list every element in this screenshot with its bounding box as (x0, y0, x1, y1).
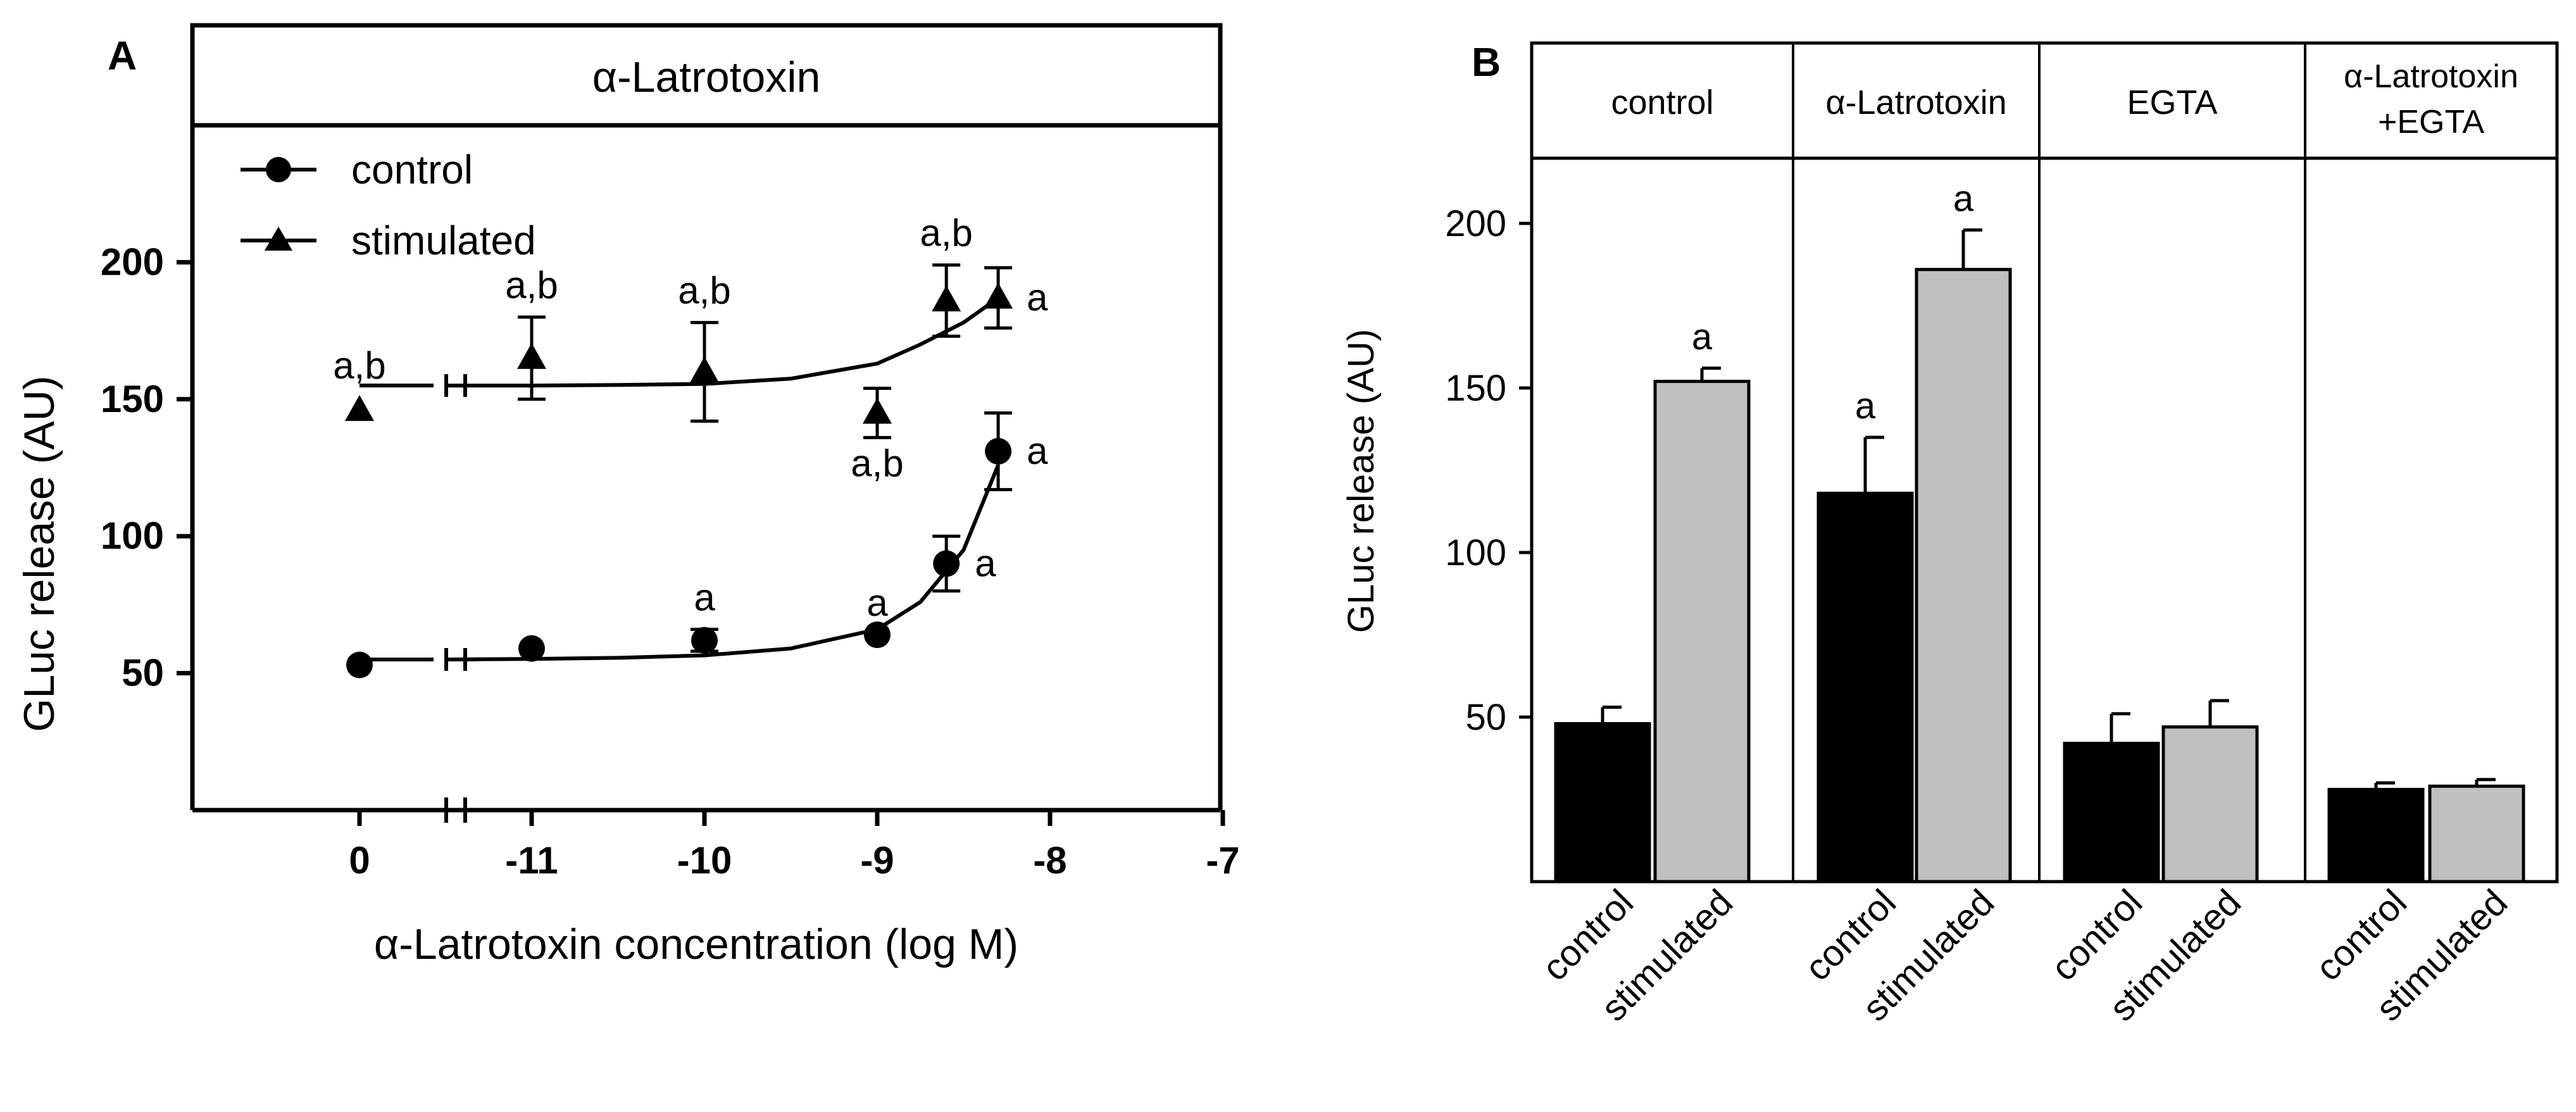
legend-label: control (351, 147, 473, 192)
significance-label: a (1692, 316, 1713, 358)
panel-a-chart: 50 100 150 200 0 -11 -10 -9 -8 -7 control stimulate… (101, 125, 1240, 882)
legend-label: stimulated (351, 218, 536, 263)
panel-b-chart: 50100150200controlcontrolastimulatedα-La… (1445, 43, 2525, 1029)
bar-stimulated (1915, 268, 2012, 884)
group-title-line1: α-Latrotoxin (2344, 58, 2518, 95)
y-tick-label: 150 (1445, 368, 1506, 409)
data-point-stimulated (345, 395, 374, 422)
x-tick-label: -7 (1206, 839, 1239, 882)
significance-label: a (694, 576, 715, 618)
fit-curve-control (445, 464, 1000, 661)
fit-curve-stimulated (445, 296, 999, 388)
bar-control (1816, 491, 1914, 884)
significance-label: a,b (333, 344, 385, 387)
x-tick-label: -10 (677, 839, 732, 882)
group-title-line2: +EGTA (2378, 104, 2484, 141)
x-tick-label: -9 (860, 839, 894, 882)
data-point-stimulated (863, 397, 892, 424)
bar-control (2063, 742, 2160, 884)
data-point-control (346, 651, 373, 678)
panel-a-xlabel: α-Latrotoxin concentration (log M) (374, 920, 1018, 968)
data-point-stimulated (517, 342, 546, 369)
x-tick-label: 0 (349, 839, 370, 882)
panel-a-label: A (108, 33, 137, 78)
significance-label: a (1027, 277, 1048, 319)
y-tick-label: 50 (1465, 697, 1506, 738)
significance-label: a (1027, 430, 1048, 472)
group-title: EGTA (2127, 84, 2217, 122)
panel-b-label: B (1472, 39, 1501, 85)
group-title: control (1611, 84, 1713, 122)
bar-control (2327, 787, 2425, 884)
panel-a-ylabel: GLuc release (AU) (15, 375, 63, 732)
significance-label: a (1953, 178, 1974, 219)
bar-stimulated (2428, 784, 2525, 884)
y-tick-label: 150 (101, 378, 164, 420)
group-title: α-Latrotoxin (1825, 84, 2006, 122)
y-tick-label: 100 (1445, 532, 1506, 573)
data-point-control (691, 627, 718, 654)
significance-label: a,b (678, 270, 730, 312)
y-tick-label: 50 (122, 652, 164, 694)
panel-b-ylabel: GLuc release (AU) (1341, 329, 1382, 633)
panel-a-title: α-Latrotoxin (592, 53, 821, 101)
y-tick-label: 200 (101, 241, 164, 283)
data-point-control (985, 438, 1012, 465)
data-point-stimulated (984, 282, 1013, 309)
significance-label: a,b (505, 264, 558, 306)
significance-label: a (866, 582, 888, 624)
data-point-stimulated (690, 356, 719, 383)
significance-label: a,b (851, 442, 903, 484)
data-point-control (933, 550, 960, 577)
data-point-control (518, 635, 545, 662)
significance-label: a (1855, 385, 1876, 427)
x-tick-label: -11 (505, 839, 558, 882)
x-tick-label: -8 (1033, 839, 1066, 882)
bar-stimulated (1653, 380, 1751, 884)
significance-label: a (975, 542, 996, 584)
bar-control (1554, 722, 1651, 884)
panel-a-header-box (190, 23, 1223, 128)
data-point-stimulated (932, 285, 961, 311)
data-point-control (864, 622, 891, 649)
panel-b-frame (1530, 41, 2559, 884)
bar-stimulated (2161, 725, 2259, 884)
y-tick-label: 200 (1445, 203, 1506, 244)
y-tick-label: 100 (101, 515, 164, 557)
legend-marker-circle (266, 157, 291, 182)
legend-marker-triangle (265, 227, 292, 251)
significance-label: a,b (920, 212, 972, 254)
